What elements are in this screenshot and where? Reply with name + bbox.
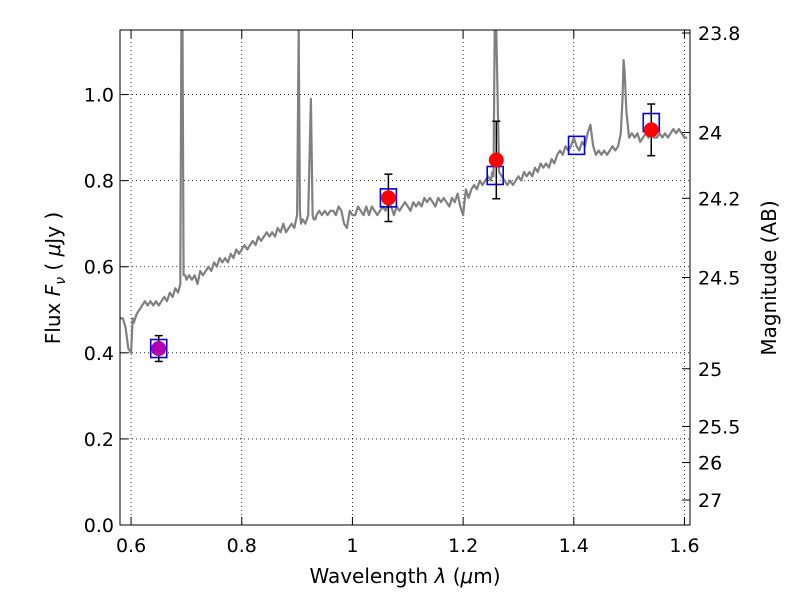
- mag-tick-label: 25: [698, 359, 722, 381]
- observed-point: [488, 152, 504, 168]
- mag-tick-label: 24.2: [698, 188, 740, 210]
- x-tick-label: 1.4: [559, 535, 589, 557]
- y-tick-label: 0.6: [84, 257, 114, 279]
- mag-tick-label: 24.5: [698, 268, 740, 290]
- y-tick-label: 0.4: [84, 343, 114, 365]
- y-tick-label: 1.0: [84, 85, 114, 107]
- ticks: 0.6 0.8 1 1.2 1.4 1.6 0.0 0.2 0.4 0.6 0.8 1.0 23.8 24…: [84, 23, 741, 557]
- mag-tick-label: 25.5: [698, 416, 740, 438]
- y-tick-label: 0.0: [84, 515, 114, 537]
- x-tick-label: 1.6: [669, 535, 699, 557]
- x-tick-label: 0.6: [116, 535, 146, 557]
- spectrum-layer: [120, 30, 688, 354]
- mag-tick-label: 26: [698, 453, 722, 475]
- observed-point: [643, 122, 659, 138]
- mag-tick-label: 24: [698, 122, 722, 144]
- mag-tick-label: 27: [698, 490, 722, 512]
- y-tick-label: 0.2: [84, 429, 114, 451]
- x-tick-label: 1.2: [448, 535, 478, 557]
- y2-axis-label: Magnitude (AB): [757, 200, 781, 355]
- observed-point: [151, 341, 167, 357]
- x-tick-label: 1: [346, 535, 358, 557]
- spectrum-line: [120, 30, 688, 354]
- y-tick-label: 0.8: [84, 171, 114, 193]
- observed-point: [380, 190, 396, 206]
- model-square: [567, 135, 586, 156]
- x-axis-label: Wavelength λ (μm): [309, 564, 500, 588]
- x-tick-label: 0.8: [227, 535, 257, 557]
- mag-tick-label: 23.8: [698, 23, 740, 45]
- marker-layer: [149, 103, 661, 363]
- y-axis-label: Flux Fν ( μJy ): [41, 212, 69, 344]
